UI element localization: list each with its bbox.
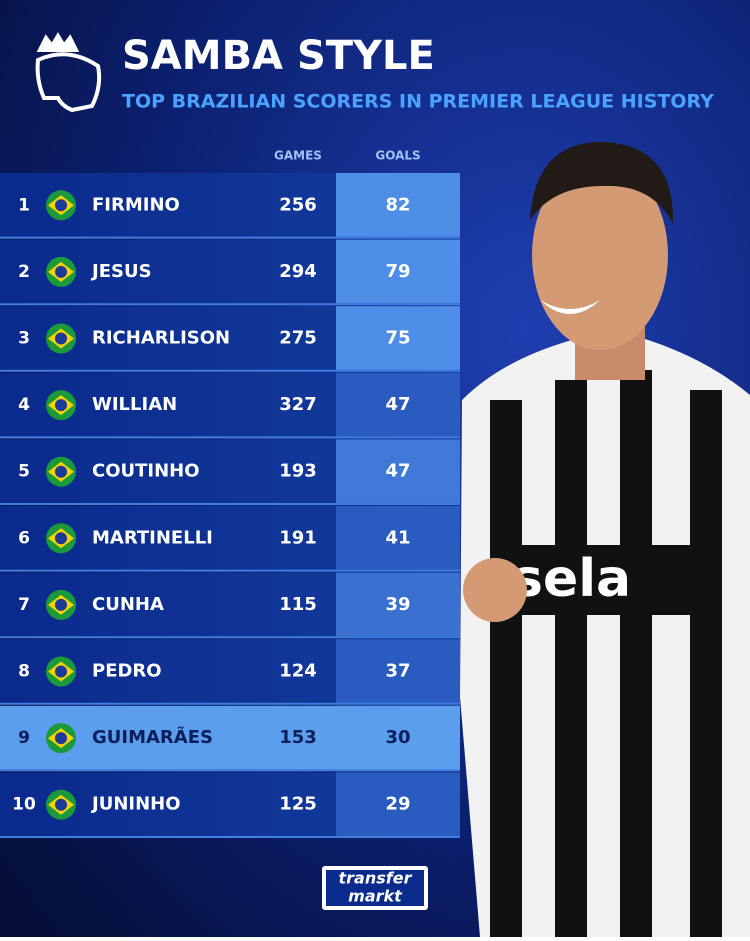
table-row: 7 CUNHA 115 39 bbox=[0, 572, 460, 639]
rank: 4 bbox=[18, 395, 30, 415]
goals: 41 bbox=[385, 527, 410, 548]
rank: 5 bbox=[18, 462, 30, 482]
rank: 9 bbox=[18, 728, 30, 748]
rank: 6 bbox=[18, 528, 30, 548]
table-row: 10 JUNINHO 125 29 bbox=[0, 772, 460, 838]
league-logo bbox=[35, 32, 102, 113]
goals-cell bbox=[336, 705, 460, 770]
rank: 1 bbox=[18, 195, 30, 215]
flag bbox=[46, 190, 76, 221]
flag bbox=[46, 723, 76, 754]
player-photo: sela bbox=[460, 141, 750, 937]
player-name: RICHARLISON bbox=[92, 328, 230, 349]
rank: 8 bbox=[18, 662, 30, 682]
flag-globe bbox=[55, 598, 67, 611]
goals-cell bbox=[336, 572, 460, 637]
flag bbox=[46, 523, 76, 554]
games: 327 bbox=[279, 394, 317, 415]
player-name: FIRMINO bbox=[92, 194, 180, 215]
goals: 47 bbox=[385, 461, 410, 482]
sponsor-text: sela bbox=[512, 549, 631, 609]
transfermarkt-logo: transfer markt bbox=[322, 866, 428, 910]
games: 193 bbox=[279, 461, 317, 482]
goals-cell bbox=[336, 239, 460, 304]
flag-globe bbox=[55, 732, 67, 745]
goals-cell bbox=[336, 639, 460, 703]
games: 191 bbox=[279, 527, 317, 548]
rank: 2 bbox=[18, 262, 30, 282]
flag-globe bbox=[55, 265, 67, 278]
games: 153 bbox=[279, 727, 317, 748]
flag bbox=[46, 390, 76, 421]
games: 125 bbox=[279, 794, 317, 815]
table-row: 4 WILLIAN 327 47 bbox=[0, 372, 460, 439]
goals: 82 bbox=[385, 194, 410, 215]
flag bbox=[46, 589, 76, 620]
rank: 3 bbox=[18, 329, 30, 349]
games: 294 bbox=[279, 261, 317, 282]
games: 115 bbox=[279, 594, 317, 615]
flag bbox=[46, 456, 76, 487]
flag bbox=[46, 656, 76, 687]
goals-cell bbox=[336, 506, 460, 570]
games: 124 bbox=[279, 661, 317, 682]
logo-text: transfer bbox=[339, 869, 413, 888]
player-name: MARTINELLI bbox=[92, 527, 213, 548]
table-row: 6 MARTINELLI 191 41 bbox=[0, 506, 460, 572]
title: SAMBA STYLE bbox=[122, 33, 435, 79]
flag bbox=[46, 323, 76, 354]
flag-globe bbox=[55, 665, 67, 678]
flag-globe bbox=[55, 532, 67, 545]
flag-globe bbox=[55, 399, 67, 412]
flag-globe bbox=[55, 798, 67, 811]
player-name: CUNHA bbox=[92, 594, 164, 615]
goals-cell bbox=[336, 439, 460, 503]
games: 256 bbox=[279, 194, 317, 215]
goals-cell bbox=[336, 173, 460, 237]
column-header: GOALS bbox=[375, 149, 420, 163]
table-row: 5 COUTINHO 193 47 bbox=[0, 439, 460, 505]
player-name: PEDRO bbox=[92, 661, 162, 682]
goals-cell bbox=[336, 772, 460, 836]
flag-globe bbox=[55, 332, 67, 345]
flag bbox=[46, 789, 76, 820]
player-name: COUTINHO bbox=[92, 461, 200, 482]
goals: 37 bbox=[385, 661, 410, 682]
player-name: WILLIAN bbox=[92, 394, 177, 415]
goals: 30 bbox=[385, 727, 410, 748]
table-row: 3 RICHARLISON 275 75 bbox=[0, 306, 460, 372]
goals: 47 bbox=[385, 394, 410, 415]
flag bbox=[46, 256, 76, 287]
flag-globe bbox=[55, 199, 67, 212]
player-name: JESUS bbox=[90, 261, 152, 282]
goals-cell bbox=[336, 372, 460, 437]
goals: 75 bbox=[385, 328, 410, 349]
logo-text: markt bbox=[348, 887, 403, 906]
column-header: GAMES bbox=[274, 149, 322, 163]
goals: 39 bbox=[385, 594, 410, 615]
games: 275 bbox=[279, 328, 317, 349]
table-row: 9 GUIMARÃES 153 30 bbox=[0, 705, 460, 772]
table-row: 8 PEDRO 124 37 bbox=[0, 639, 460, 705]
rank: 7 bbox=[18, 595, 30, 615]
rank: 10 bbox=[12, 795, 36, 815]
goals-cell bbox=[336, 306, 460, 370]
goals: 79 bbox=[385, 261, 410, 282]
goals: 29 bbox=[385, 794, 410, 815]
subtitle: TOP BRAZILIAN SCORERS IN PREMIER LEAGUE … bbox=[122, 91, 714, 113]
player-name: JUNINHO bbox=[90, 794, 181, 815]
player-name: GUIMARÃES bbox=[92, 725, 213, 748]
table-row: 2 JESUS 294 79 bbox=[0, 239, 460, 306]
flag-globe bbox=[55, 465, 67, 478]
table-row: 1 FIRMINO 256 82 bbox=[0, 173, 460, 239]
